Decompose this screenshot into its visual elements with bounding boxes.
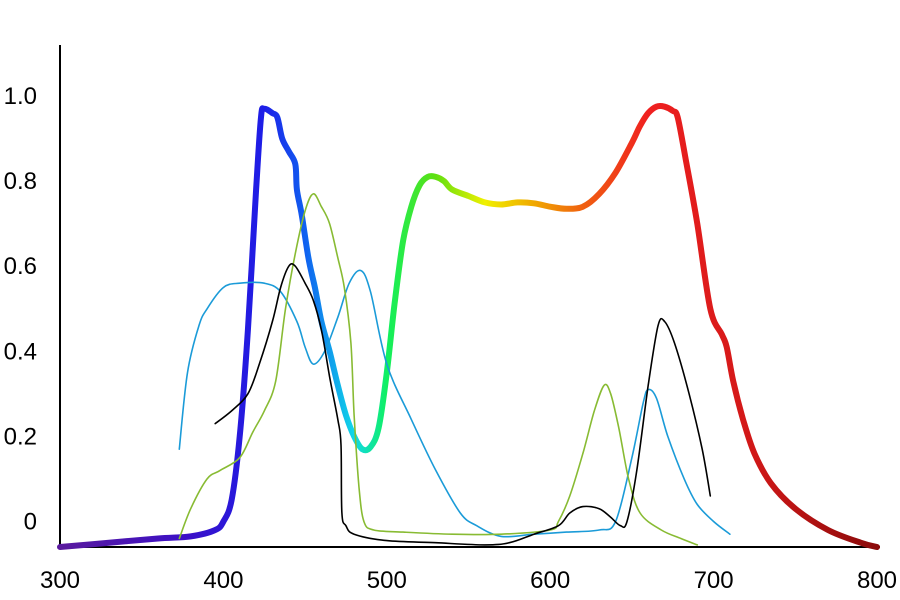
y-tick-label: 0: [24, 508, 37, 535]
y-tick-label: 1.0: [4, 83, 37, 110]
y-tick-label: 0.2: [4, 423, 37, 450]
x-tick-label: 500: [367, 567, 407, 594]
spectrum-curve: [57, 103, 880, 550]
x-tick-label: 700: [694, 567, 734, 594]
x-tick-label: 300: [40, 567, 80, 594]
green-curve: [178, 193, 699, 546]
x-tick-label: 800: [857, 567, 897, 594]
y-tick-labels: 0 0.2 0.4 0.6 0.8 1.0: [4, 83, 37, 535]
series-layer: [57, 103, 880, 550]
blue-curve: [178, 269, 731, 538]
x-tick-label: 600: [530, 567, 570, 594]
x-tick-labels: 300 400 500 600 700 800: [40, 567, 897, 594]
black-curve: [214, 263, 712, 546]
y-tick-label: 0.4: [4, 338, 37, 365]
axes: [59, 45, 880, 548]
y-tick-label: 0.6: [4, 253, 37, 280]
x-tick-label: 400: [203, 567, 243, 594]
y-tick-label: 0.8: [4, 168, 37, 195]
